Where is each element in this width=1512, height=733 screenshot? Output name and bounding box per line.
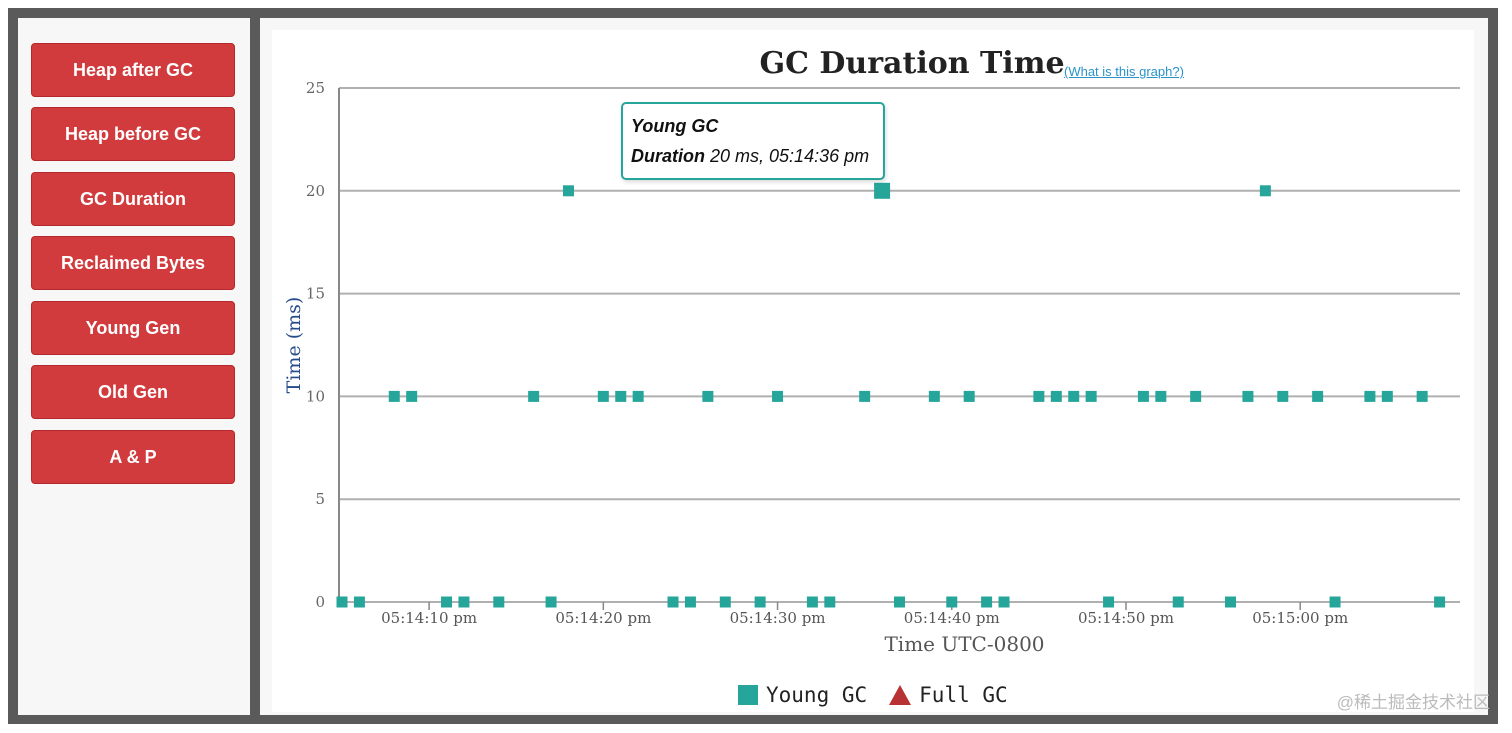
young-gc-point [458, 596, 470, 608]
young-gc-point [441, 596, 453, 608]
young-gc-point [1242, 390, 1254, 402]
y-tick-label: 10 [306, 387, 325, 405]
young-gc-point [1033, 390, 1045, 402]
x-tick-label: 05:14:50 pm [1078, 609, 1174, 627]
young-gc-point [1277, 390, 1289, 402]
young-gc-point-highlighted [874, 182, 891, 199]
square-marker-icon [738, 685, 758, 705]
young-gc-point [1381, 390, 1393, 402]
young-gc-point [353, 596, 365, 608]
young-gc-point [806, 596, 818, 608]
sidebar: Heap after GC Heap before GC GC Duration… [18, 18, 250, 715]
y-tick-label: 15 [306, 285, 325, 303]
young-gc-point [1050, 390, 1062, 402]
triangle-marker-icon [889, 685, 912, 705]
young-gc-point [388, 390, 400, 402]
young-gc-point [824, 596, 836, 608]
young-gc-point [667, 596, 679, 608]
young-gc-point [1068, 390, 1080, 402]
y-tick-label: 0 [315, 593, 325, 611]
young-gc-point [1085, 390, 1097, 402]
legend: Young GC Full GC [738, 682, 1030, 708]
tooltip: Young GC Duration 20 ms, 05:14:36 pm [621, 102, 885, 180]
chart-title: GC Duration Time [759, 46, 1065, 81]
y-tick-label: 20 [306, 182, 325, 200]
young-gc-point [597, 390, 609, 402]
chart-canvas: 0 5 10 15 20 25 05:14:10 pm 05:14:20 pm 05:14:30… [283, 79, 1460, 656]
young-gc-point [963, 390, 975, 402]
young-gc-point [998, 596, 1010, 608]
x-tick-label: 05:14:20 pm [555, 609, 651, 627]
young-gc-point [562, 185, 574, 197]
tooltip-value: 20 ms, 05:14:36 pm [710, 146, 870, 166]
young-gc-point [1312, 390, 1324, 402]
young-gc-point [545, 596, 557, 608]
young-gc-point [493, 596, 505, 608]
young-gc-point [754, 596, 766, 608]
x-axis-title: Time UTC-0800 [884, 632, 1044, 656]
chart-panel: 0 5 10 15 20 25 05:14:10 pm 05:14:20 pm 05:14:30… [272, 30, 1474, 712]
old-gen-button[interactable]: Old Gen [31, 365, 235, 419]
young-gc-point [1259, 185, 1271, 197]
young-gc-point [772, 390, 784, 402]
x-tick-label: 05:15:00 pm [1252, 609, 1348, 627]
young-gc-point [1416, 390, 1428, 402]
young-gen-button[interactable]: Young Gen [31, 301, 235, 355]
young-gc-point [719, 596, 731, 608]
tooltip-label: Duration [631, 146, 705, 166]
young-gc-point [702, 390, 714, 402]
young-gc-point [1190, 390, 1202, 402]
x-tick-label: 05:14:30 pm [730, 609, 826, 627]
legend-young-gc[interactable]: Young GC [738, 683, 867, 707]
y-tick-label: 25 [306, 79, 325, 97]
young-gc-point [1137, 390, 1149, 402]
y-axis-title: Time (ms) [283, 297, 305, 394]
young-gc-point [528, 390, 540, 402]
tooltip-series: Young GC [631, 116, 719, 136]
gc-duration-button[interactable]: GC Duration [31, 172, 235, 226]
young-gc-point [1225, 596, 1237, 608]
young-gc-point [1155, 390, 1167, 402]
x-tick-label: 05:14:10 pm [381, 609, 477, 627]
heap-after-gc-button[interactable]: Heap after GC [31, 43, 235, 97]
young-gc-point [336, 596, 348, 608]
legend-full-gc[interactable]: Full GC [889, 683, 1008, 707]
heap-before-gc-button[interactable]: Heap before GC [31, 107, 235, 161]
reclaimed-bytes-button[interactable]: Reclaimed Bytes [31, 236, 235, 290]
young-gc-point [406, 390, 418, 402]
young-gc-point [859, 390, 871, 402]
young-gc-point [632, 390, 644, 402]
app-frame: Heap after GC Heap before GC GC Duration… [8, 8, 1498, 724]
young-gc-point [615, 390, 627, 402]
young-gc-point [928, 390, 940, 402]
young-gc-point [946, 596, 958, 608]
main-panel: 0 5 10 15 20 25 05:14:10 pm 05:14:20 pm 05:14:30… [260, 18, 1488, 715]
x-tick-label: 05:14:40 pm [904, 609, 1000, 627]
young-gc-point [1103, 596, 1115, 608]
young-gc-point [1329, 596, 1341, 608]
y-tick-label: 5 [315, 490, 325, 508]
young-gc-point [1364, 390, 1376, 402]
legend-full-gc-label: Full GC [919, 683, 1008, 707]
young-gc-point [684, 596, 696, 608]
a-and-p-button[interactable]: A & P [31, 430, 235, 484]
legend-young-gc-label: Young GC [766, 683, 868, 707]
young-gc-point [1172, 596, 1184, 608]
watermark: @稀土掘金技术社区 [1336, 693, 1490, 712]
young-gc-point [981, 596, 993, 608]
tooltip-body: Duration 20 ms, 05:14:36 pm [631, 146, 869, 167]
what-is-this-graph-link[interactable]: (What is this graph?) [1064, 64, 1184, 79]
young-gc-point [1434, 596, 1446, 608]
young-gc-point [894, 596, 905, 608]
